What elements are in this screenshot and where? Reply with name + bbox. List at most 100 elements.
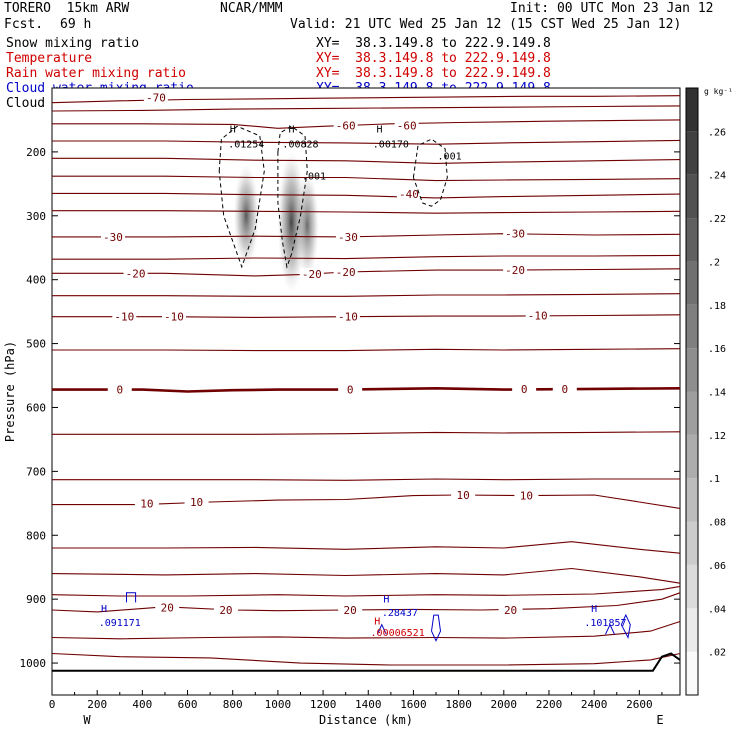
ice-label: .01254 bbox=[228, 139, 264, 150]
valid-time: Valid: 21 UTC Wed 25 Jan 12 (15 CST Wed … bbox=[290, 17, 682, 32]
x-tick-label: 1800 bbox=[445, 698, 472, 711]
temp-label-bg bbox=[512, 382, 537, 394]
cloud-water-label: .28437 bbox=[382, 608, 418, 619]
y-tick-label: 600 bbox=[26, 401, 46, 414]
init-time: Init: 00 UTC Mon 23 Jan 12 bbox=[510, 1, 714, 16]
ice-contour-2 bbox=[412, 138, 448, 207]
temperature-label: 10 bbox=[140, 497, 153, 510]
colorbar-tick-label: .2 bbox=[708, 257, 720, 268]
temperature-label: -60 bbox=[397, 120, 417, 133]
temp-label-bg bbox=[451, 489, 476, 501]
ice-label: .00828 bbox=[282, 139, 318, 150]
temperature-label: -30 bbox=[338, 231, 358, 244]
temperature-contour-18 bbox=[52, 541, 681, 554]
legend-field-2: Rain water mixing ratio bbox=[6, 66, 187, 81]
model-name: TORERO 15km ARW bbox=[4, 1, 130, 16]
x-tick-label: 2200 bbox=[536, 698, 563, 711]
x-tick-label: 0 bbox=[49, 698, 56, 711]
ice-label: .001 bbox=[302, 171, 326, 182]
y-axis-label: Pressure (hPa) bbox=[3, 341, 17, 442]
temperature-label: 10 bbox=[190, 496, 203, 509]
colorbar-swatch bbox=[686, 131, 698, 175]
colorbar-tick-label: .1 bbox=[708, 474, 720, 485]
temperature-contour-7 bbox=[52, 210, 681, 214]
cloud-water-contour-1 bbox=[376, 623, 387, 635]
temperature-label: -10 bbox=[338, 311, 358, 324]
colorbar-tick-label: .08 bbox=[708, 518, 726, 529]
temperature-contour-11 bbox=[52, 293, 681, 297]
temp-label-bg bbox=[299, 267, 324, 279]
colorbar-swatch bbox=[686, 88, 698, 132]
x-tick-label: 800 bbox=[223, 698, 243, 711]
temp-label-bg bbox=[143, 91, 168, 103]
terrain-line bbox=[52, 652, 681, 672]
temp-label-bg bbox=[161, 310, 186, 322]
temp-label-bg bbox=[514, 489, 539, 501]
temperature-label: 10 bbox=[520, 490, 533, 503]
ice-label: H bbox=[377, 125, 383, 136]
x-tick-label: 1000 bbox=[265, 698, 292, 711]
east-label: E bbox=[656, 713, 663, 727]
temp-label-bg bbox=[394, 119, 419, 131]
temp-label-bg bbox=[396, 188, 421, 200]
colorbar-tick-label: .22 bbox=[708, 214, 726, 225]
temp-label-bg bbox=[134, 497, 159, 509]
y-tick-label: 300 bbox=[26, 210, 46, 223]
cloud-water-label: H bbox=[383, 594, 389, 605]
temperature-contour-15 bbox=[52, 431, 681, 435]
colorbar-swatch bbox=[686, 434, 698, 479]
colorbar-unit: g kg⁻¹ bbox=[704, 87, 733, 96]
colorbar-swatch bbox=[686, 608, 698, 652]
colorbar-swatch bbox=[686, 261, 698, 305]
cloud-water-label: .101857 bbox=[584, 618, 626, 629]
temperature-contour-6 bbox=[52, 192, 681, 199]
y-tick-label: 200 bbox=[26, 146, 46, 159]
west-label: W bbox=[83, 713, 91, 727]
colorbar-tick-label: .26 bbox=[708, 127, 726, 138]
temperature-contour-19 bbox=[51, 567, 681, 584]
temp-label-bg bbox=[333, 266, 358, 278]
temperature-label: 10 bbox=[457, 489, 470, 502]
temp-label-bg bbox=[333, 119, 358, 131]
temp-label-bg bbox=[184, 496, 209, 508]
colorbar-swatch bbox=[686, 521, 698, 565]
colorbar-tick-label: .14 bbox=[708, 388, 726, 399]
colorbar-tick-label: .24 bbox=[708, 171, 726, 182]
temperature-label: -20 bbox=[336, 266, 356, 279]
ice-label: .00170 bbox=[373, 139, 409, 150]
rain-label: H bbox=[374, 617, 380, 628]
x-tick-label: 2600 bbox=[626, 698, 653, 711]
temp-label-bg bbox=[338, 383, 363, 395]
temperature-label: -20 bbox=[126, 267, 146, 280]
temperature-label: 20 bbox=[344, 604, 357, 617]
temperature-label: 20 bbox=[504, 604, 517, 617]
snow-shading-0 bbox=[233, 164, 260, 267]
legend-field-0: Snow mixing ratio bbox=[6, 36, 140, 51]
temperature-label: 20 bbox=[219, 604, 232, 617]
x-axis-label: Distance (km) bbox=[319, 713, 413, 727]
temp-label-bg bbox=[335, 310, 360, 322]
y-tick-label: 1000 bbox=[20, 657, 47, 670]
temp-label-bg bbox=[335, 230, 360, 242]
temperature-contour-20 bbox=[51, 585, 681, 597]
temperature-label: -20 bbox=[505, 264, 525, 277]
temp-label-bg bbox=[123, 267, 148, 279]
colorbar-swatch bbox=[686, 174, 698, 219]
cloud-water-label: H bbox=[101, 604, 107, 615]
colorbar-swatch bbox=[686, 304, 698, 349]
temperature-label: 0 bbox=[116, 384, 123, 397]
colorbar-tick-label: .18 bbox=[708, 301, 726, 312]
temp-label-bg bbox=[503, 264, 528, 276]
temperature-contour-5 bbox=[52, 175, 681, 182]
temp-label-bg bbox=[107, 383, 132, 395]
temperature-contour-1 bbox=[51, 105, 681, 112]
temperature-contour-3 bbox=[52, 139, 681, 145]
temperature-label: 0 bbox=[561, 383, 568, 396]
temperature-contour-9 bbox=[52, 254, 681, 260]
x-tick-label: 2400 bbox=[581, 698, 608, 711]
colorbar-swatch bbox=[686, 391, 698, 435]
x-tick-label: 600 bbox=[178, 698, 198, 711]
colorbar-swatch bbox=[686, 564, 698, 609]
temperature-contour-21 bbox=[51, 592, 681, 613]
